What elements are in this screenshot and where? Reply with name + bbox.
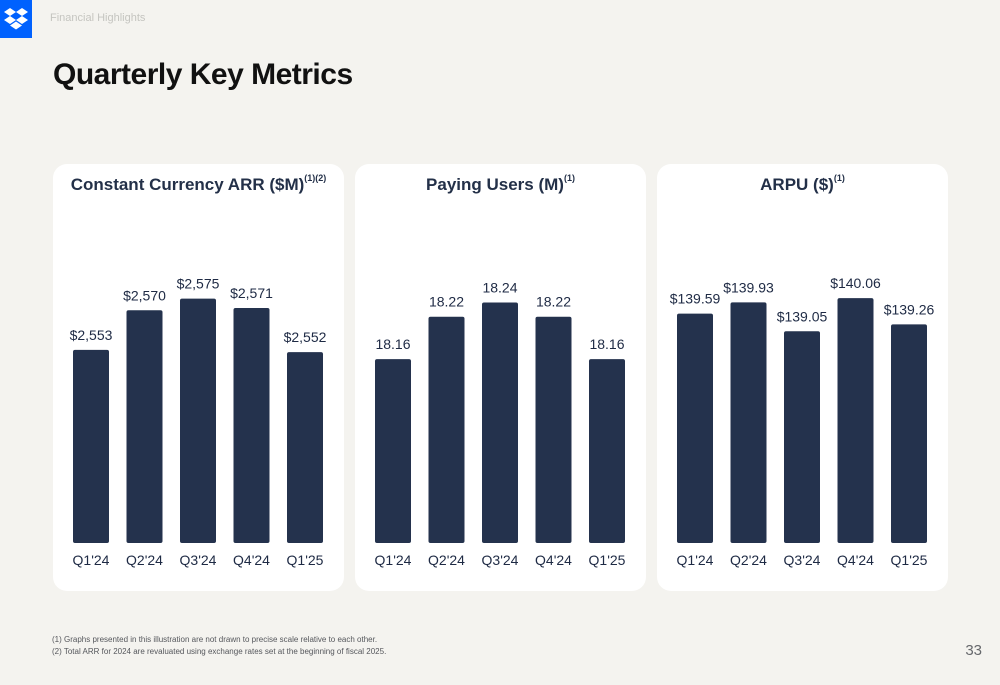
- bar: [180, 298, 216, 543]
- bar: [126, 310, 163, 543]
- chart-card-arr: Constant Currency ARR ($M)(1)(2) $2,553 Q1…: [53, 164, 344, 591]
- bar: [730, 302, 767, 543]
- data-label: $2,553: [70, 327, 113, 343]
- page-title: Quarterly Key Metrics: [53, 58, 353, 91]
- x-tick-label: Q1'24: [73, 552, 110, 568]
- x-tick-label: Q3'24: [180, 552, 217, 568]
- data-label: $2,570: [123, 287, 166, 303]
- dropbox-logo: [0, 0, 32, 38]
- data-label: 18.16: [589, 336, 624, 352]
- chart-title-footnote-ref: (1): [833, 173, 845, 183]
- bar: [891, 324, 927, 543]
- x-tick-label: Q2'24: [730, 552, 767, 568]
- chart-title-text: ARPU ($): [760, 175, 834, 194]
- section-label: Financial Highlights: [50, 12, 146, 24]
- bar: [428, 316, 465, 543]
- data-label: 18.24: [482, 280, 517, 296]
- x-tick-label: Q2'24: [428, 552, 465, 568]
- chart-title: Constant Currency ARR ($M)(1)(2): [53, 173, 344, 195]
- bar: [287, 352, 323, 543]
- x-tick-label: Q4'24: [535, 552, 572, 568]
- bar: [535, 316, 572, 543]
- data-label: $139.93: [723, 279, 774, 295]
- chart-card-arpu: ARPU ($)(1) $139.59 Q1'24 $139.93 Q2'24 $139.…: [657, 164, 948, 591]
- chart-title-text: Constant Currency ARR ($M): [70, 175, 305, 194]
- x-tick-label: Q1'25: [287, 552, 324, 568]
- chart-title-text: Paying Users (M): [426, 175, 564, 194]
- data-label: $139.05: [777, 308, 828, 324]
- x-tick-label: Q1'24: [677, 552, 714, 568]
- bar: [784, 331, 820, 543]
- data-label: $2,552: [284, 329, 327, 345]
- chart-title-footnote-ref: (1): [563, 173, 575, 183]
- x-tick-label: Q2'24: [126, 552, 163, 568]
- bar: [233, 307, 270, 543]
- x-tick-label: Q4'24: [233, 552, 270, 568]
- data-label: $140.06: [830, 275, 881, 291]
- data-label: 18.22: [429, 294, 464, 310]
- footnotes: (1) Graphs presented in this illustratio…: [52, 634, 386, 658]
- page-number: 33: [965, 642, 982, 659]
- chart-title: Paying Users (M)(1): [355, 173, 646, 195]
- bar: [589, 359, 625, 543]
- data-label: 18.22: [536, 294, 571, 310]
- x-tick-label: Q4'24: [837, 552, 874, 568]
- data-label: $139.26: [884, 301, 935, 317]
- x-tick-label: Q3'24: [784, 552, 821, 568]
- x-tick-label: Q1'25: [891, 552, 928, 568]
- bar: [482, 302, 518, 543]
- x-tick-label: Q3'24: [482, 552, 519, 568]
- bar-chart-paying-users: 18.16 Q1'24 18.22 Q2'24 18.24 Q3'24 18.22 Q4'24…: [375, 280, 626, 568]
- footnote-2: (2) Total ARR for 2024 are revaluated us…: [52, 647, 387, 656]
- data-label: $139.59: [670, 291, 721, 307]
- chart-title-footnote-ref: (1)(2): [304, 173, 327, 183]
- data-label: 18.16: [375, 336, 410, 352]
- chart-card-paying-users: Paying Users (M)(1) 18.16 Q1'24 18.22 Q2'24 1…: [355, 164, 646, 591]
- bar: [837, 298, 874, 543]
- bar: [677, 313, 713, 543]
- x-tick-label: Q1'24: [375, 552, 412, 568]
- bar: [73, 349, 109, 543]
- chart-title: ARPU ($)(1): [657, 173, 948, 195]
- bar-chart-arpu: $139.59 Q1'24 $139.93 Q2'24 $139.05 Q3'24 $140…: [670, 275, 935, 568]
- dropbox-icon: [4, 8, 28, 30]
- footnote-1: (1) Graphs presented in this illustratio…: [52, 635, 378, 644]
- bar-chart-arr: $2,553 Q1'24 $2,570 Q2'24 $2,575 Q3'24 $2,571 Q…: [70, 276, 327, 568]
- bar: [375, 359, 411, 543]
- x-tick-label: Q1'25: [589, 552, 626, 568]
- data-label: $2,575: [177, 276, 220, 292]
- data-label: $2,571: [230, 285, 273, 301]
